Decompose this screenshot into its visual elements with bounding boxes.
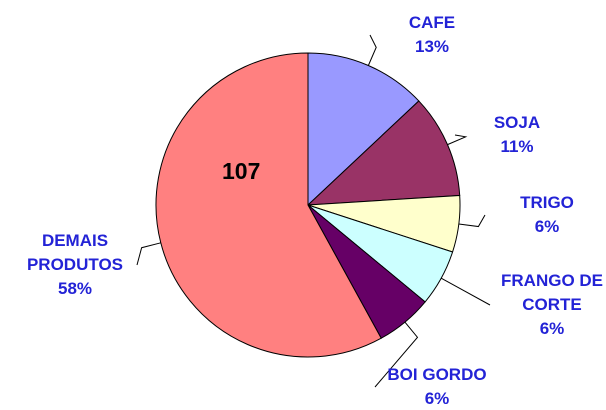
value-label: 11%: [500, 137, 534, 156]
pie-slice: [155, 52, 382, 358]
leader-line: [374, 321, 419, 388]
leader-line: [440, 277, 491, 306]
slice-label: DEMAIS PRODUTOS 58%: [15, 229, 135, 301]
value-label: 58%: [57, 279, 93, 298]
category-label: TRIGO: [520, 193, 574, 212]
value-label: 6%: [424, 389, 450, 408]
slice-label: TRIGO 6%: [487, 191, 606, 239]
value-label: 6%: [539, 319, 565, 338]
category-label: BOI GORDO: [387, 365, 487, 384]
slice-label: BOI GORDO 6%: [377, 363, 497, 410]
pie-slice: [307, 52, 420, 207]
leader-line: [447, 134, 468, 146]
category-label: SOJA: [493, 113, 541, 132]
value-label: 13%: [414, 37, 450, 56]
slice-label: SOJA 11%: [457, 111, 577, 159]
slice-label: CAFE 13%: [372, 11, 492, 59]
category-label: FRANGO DE CORTE: [501, 271, 603, 314]
category-label: DEMAIS PRODUTOS: [26, 231, 124, 274]
leader-line: [136, 242, 161, 266]
pie-slice: [306, 100, 461, 206]
value-label: 6%: [534, 217, 560, 236]
leader-line: [458, 214, 486, 228]
category-label: CAFE: [408, 13, 456, 32]
slice-label: FRANGO DE CORTE 6%: [492, 269, 606, 341]
annotation: 107: [222, 158, 261, 184]
leader-line: [367, 34, 377, 66]
